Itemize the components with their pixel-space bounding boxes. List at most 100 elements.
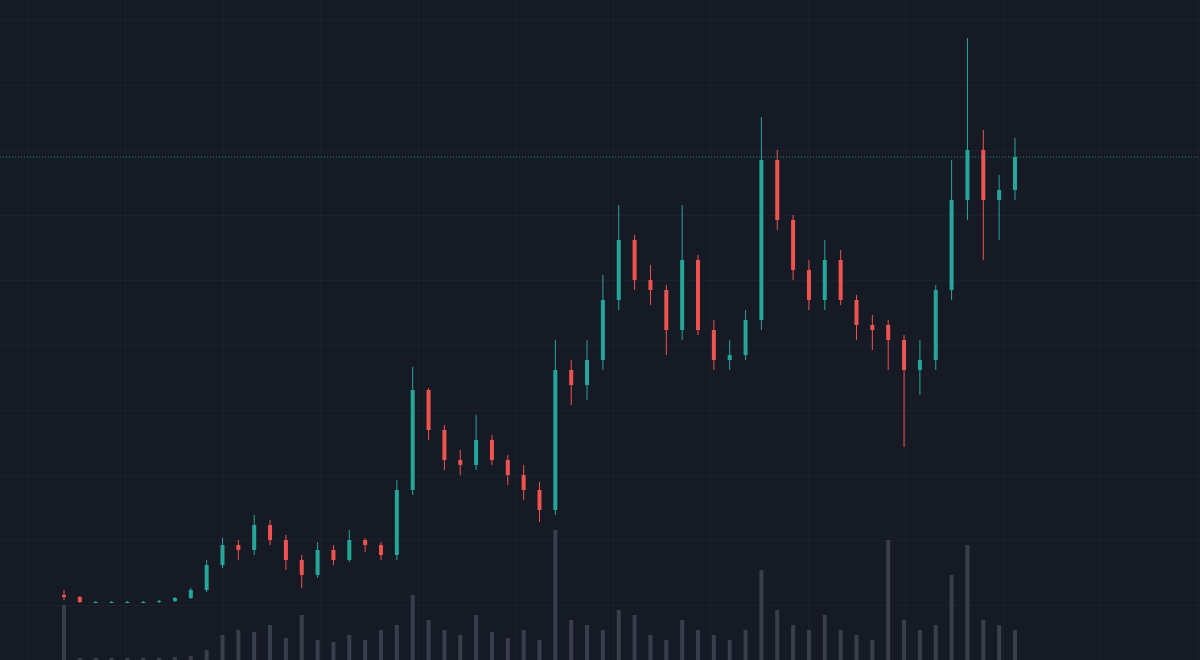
candle-body xyxy=(553,370,558,510)
candle-body xyxy=(902,340,907,370)
volume-bar xyxy=(157,658,162,660)
candle-body xyxy=(775,160,780,220)
volume-bar xyxy=(775,610,780,660)
volume-bar xyxy=(268,625,273,660)
candle-body xyxy=(141,602,146,603)
candle-body xyxy=(569,370,574,385)
candle-body xyxy=(252,525,257,550)
volume-bar xyxy=(77,658,82,660)
candle-body xyxy=(331,550,336,560)
volume-bar xyxy=(93,658,98,660)
candle-body xyxy=(727,355,732,360)
volume-bar xyxy=(252,632,257,660)
candle-body xyxy=(442,430,447,460)
volume-bar xyxy=(600,630,605,660)
candle-body xyxy=(806,270,811,300)
volume-bar xyxy=(474,615,479,660)
candle-body xyxy=(299,560,304,575)
candle-body xyxy=(981,150,986,200)
volume-bar xyxy=(109,658,114,660)
candle-body xyxy=(537,490,542,510)
candle-body xyxy=(632,240,637,280)
volume-bar xyxy=(680,620,685,660)
candle-body xyxy=(822,260,827,300)
volume-bar xyxy=(204,650,209,660)
candle-body xyxy=(664,290,669,330)
candle-body xyxy=(236,545,241,550)
volume-bar xyxy=(442,630,447,660)
volume-bar xyxy=(727,640,732,660)
candle-body xyxy=(505,460,510,475)
volume-bar xyxy=(933,625,938,660)
volume-bar xyxy=(363,640,368,660)
volume-bar xyxy=(331,642,336,660)
volume-bar xyxy=(886,540,891,660)
volume-bar xyxy=(806,630,811,660)
candle-body xyxy=(1013,157,1017,190)
volume-bar xyxy=(458,635,463,660)
candle-body xyxy=(157,601,162,602)
candle-body xyxy=(172,598,177,601)
volume-bar xyxy=(315,640,320,660)
candle-body xyxy=(854,300,859,325)
volume-bar xyxy=(505,638,510,660)
candle-body xyxy=(616,240,621,300)
volume-bar xyxy=(791,625,796,660)
volume-bar xyxy=(997,625,1002,660)
candle-body xyxy=(458,460,463,465)
volume-bar xyxy=(585,625,590,660)
volume-bar xyxy=(838,630,843,660)
volume-bar xyxy=(521,630,526,660)
candle-body xyxy=(474,440,479,465)
volume-bar xyxy=(537,640,542,660)
volume-bar xyxy=(569,620,574,660)
candle-body xyxy=(394,490,399,555)
volume-bar xyxy=(632,615,637,660)
candle-body xyxy=(268,525,273,540)
candle-body xyxy=(62,595,66,597)
candle-body xyxy=(949,200,954,290)
volume-bar xyxy=(62,605,66,660)
volume-bar xyxy=(981,620,986,660)
volume-bar xyxy=(410,595,415,660)
volume-bar xyxy=(220,635,225,660)
volume-bar xyxy=(347,635,352,660)
candle-body xyxy=(283,540,288,560)
volume-bar xyxy=(426,620,431,660)
volume-bar xyxy=(299,615,304,660)
volume-bar xyxy=(553,530,558,660)
candle-body xyxy=(204,565,209,590)
volume-bar xyxy=(648,635,653,660)
candle-body xyxy=(743,320,748,355)
volume-bar xyxy=(965,545,970,660)
candle-body xyxy=(838,260,843,300)
candle-body xyxy=(188,590,193,598)
volume-bar xyxy=(236,630,241,660)
volume-bar xyxy=(188,656,193,660)
candle-body xyxy=(77,597,82,602)
volume-bar xyxy=(696,630,700,660)
candle-body xyxy=(600,300,605,360)
candle-body xyxy=(585,360,590,385)
candle-body xyxy=(93,602,98,603)
volume-bar xyxy=(125,658,130,660)
candle-body xyxy=(648,280,653,290)
candle-body xyxy=(489,440,494,460)
volume-bar xyxy=(394,625,399,660)
candle-body xyxy=(426,390,431,430)
volume-bar xyxy=(870,640,875,660)
volume-bar xyxy=(917,630,922,660)
volume-bar xyxy=(902,620,907,660)
volume-bar xyxy=(854,635,859,660)
candle-body xyxy=(917,360,922,370)
volume-bar xyxy=(743,630,748,660)
volume-bar xyxy=(1013,630,1017,660)
candle-body xyxy=(109,602,114,603)
candle-body xyxy=(997,190,1002,200)
candle-body xyxy=(870,325,875,330)
volume-bar xyxy=(711,635,716,660)
candle-body xyxy=(363,540,368,545)
candle-body xyxy=(521,475,526,490)
